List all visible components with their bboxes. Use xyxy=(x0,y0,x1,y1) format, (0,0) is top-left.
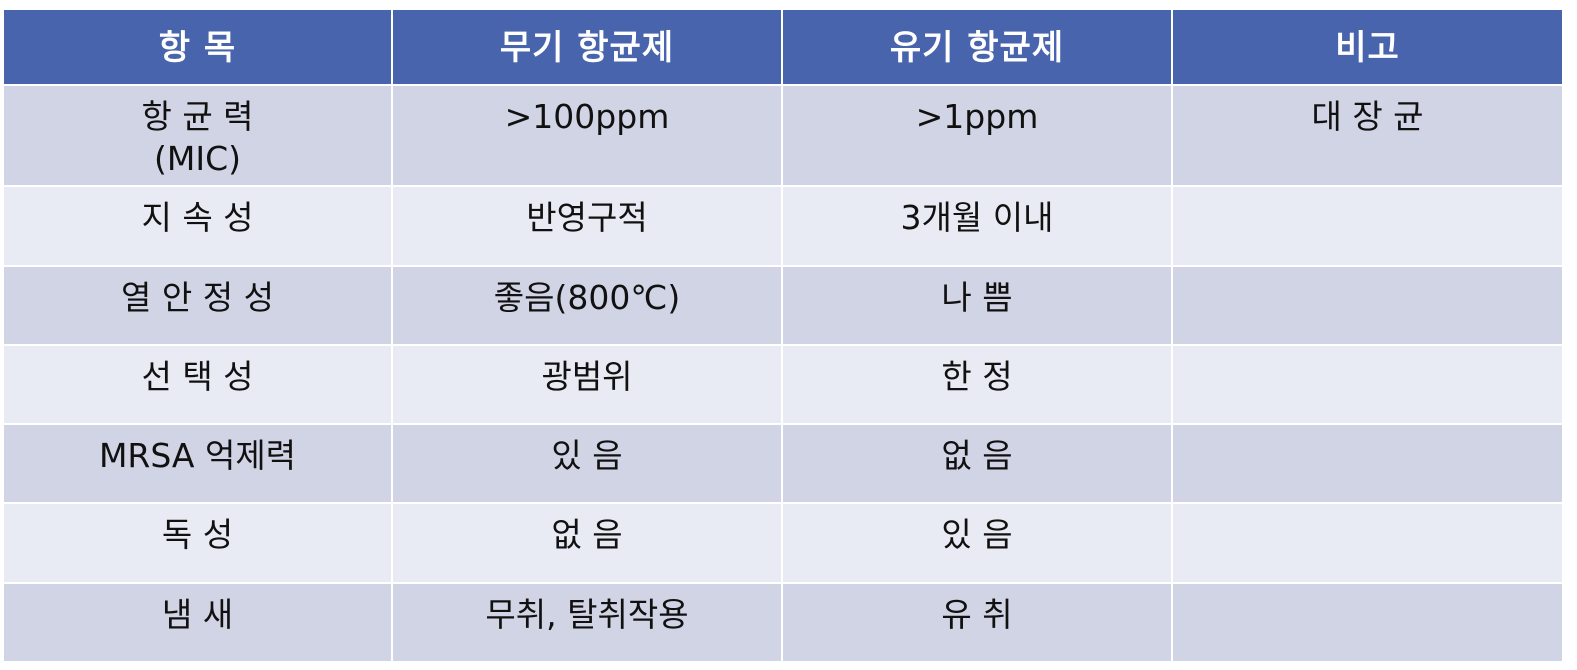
table-row: MRSA 억제력 있 음 없 음 xyxy=(2,423,1564,505)
antibacterial-comparison-table: 항 목 무기 항균제 유기 항균제 비고 항 균 력 (MIC) >100ppm… xyxy=(2,8,1564,664)
inorganic-cell: 좋음(800℃) xyxy=(391,264,783,346)
organic-cell: 3개월 이내 xyxy=(781,185,1173,267)
note-cell xyxy=(1171,502,1564,584)
note-cell: 대 장 균 xyxy=(1171,83,1564,188)
inorganic-cell: 무취, 탈취작용 xyxy=(391,581,783,664)
item-cell: 항 균 력 (MIC) xyxy=(2,83,393,188)
note-cell xyxy=(1171,423,1564,505)
table-row: 지 속 성 반영구적 3개월 이내 xyxy=(2,185,1564,267)
item-cell: 독 성 xyxy=(2,502,393,584)
comparison-table-container: 항 목 무기 항균제 유기 항균제 비고 항 균 력 (MIC) >100ppm… xyxy=(2,8,1564,664)
item-cell: 지 속 성 xyxy=(2,185,393,267)
inorganic-cell: 광범위 xyxy=(391,343,783,426)
table-row: 항 균 력 (MIC) >100ppm >1ppm 대 장 균 xyxy=(2,83,1564,188)
table-header: 항 목 무기 항균제 유기 항균제 비고 xyxy=(2,8,1564,86)
organic-cell: 한 정 xyxy=(781,343,1173,426)
table-body: 항 균 력 (MIC) >100ppm >1ppm 대 장 균 지 속 성 반영… xyxy=(2,83,1564,664)
table-row: 열 안 정 성 좋음(800℃) 나 쁨 xyxy=(2,264,1564,346)
item-label-line1: 항 균 력 xyxy=(141,97,254,136)
organic-cell: 없 음 xyxy=(781,423,1173,505)
inorganic-cell: 없 음 xyxy=(391,502,783,584)
inorganic-cell: 있 음 xyxy=(391,423,783,505)
header-item: 항 목 xyxy=(2,8,393,86)
header-inorganic: 무기 항균제 xyxy=(391,8,783,86)
item-cell: 열 안 정 성 xyxy=(2,264,393,346)
inorganic-cell: 반영구적 xyxy=(391,185,783,267)
table-row: 선 택 성 광범위 한 정 xyxy=(2,343,1564,426)
note-cell xyxy=(1171,264,1564,346)
table-row: 냄 새 무취, 탈취작용 유 취 xyxy=(2,581,1564,664)
header-note: 비고 xyxy=(1171,8,1564,86)
header-row: 항 목 무기 항균제 유기 항균제 비고 xyxy=(2,8,1564,86)
organic-cell: 유 취 xyxy=(781,581,1173,664)
organic-cell: >1ppm xyxy=(781,83,1173,188)
item-cell: 냄 새 xyxy=(2,581,393,664)
note-cell xyxy=(1171,185,1564,267)
organic-cell: 있 음 xyxy=(781,502,1173,584)
item-cell: 선 택 성 xyxy=(2,343,393,426)
table-row: 독 성 없 음 있 음 xyxy=(2,502,1564,584)
inorganic-cell: >100ppm xyxy=(391,83,783,188)
item-label-line2: (MIC) xyxy=(154,139,241,178)
item-cell: MRSA 억제력 xyxy=(2,423,393,505)
header-organic: 유기 항균제 xyxy=(781,8,1173,86)
organic-cell: 나 쁨 xyxy=(781,264,1173,346)
note-cell xyxy=(1171,343,1564,426)
note-cell xyxy=(1171,581,1564,664)
